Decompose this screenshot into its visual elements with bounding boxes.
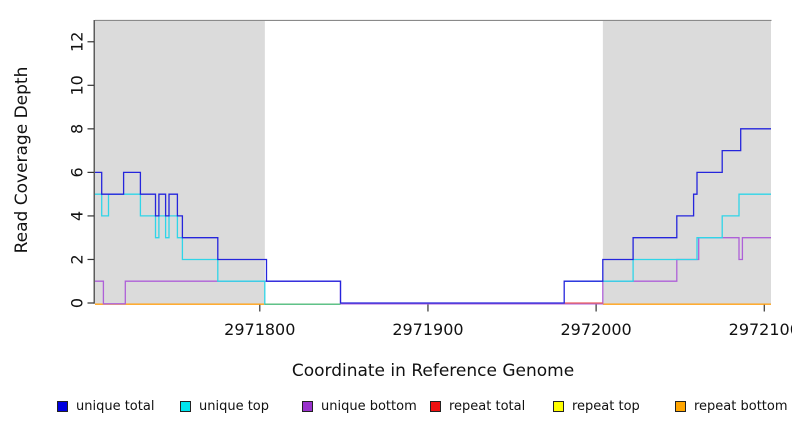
legend-swatch-repeat-total	[430, 401, 441, 412]
legend-label: repeat bottom	[694, 399, 788, 414]
legend-swatch-unique-top	[180, 401, 191, 412]
y-tick-label-4: 4	[68, 211, 87, 221]
legend-swatch-repeat-bottom	[675, 401, 686, 412]
y-tick-label-10: 10	[68, 75, 87, 95]
legend-swatch-unique-bottom	[302, 401, 313, 412]
y-axis-title: Read Coverage Depth	[12, 66, 32, 254]
right-repeat-region	[602, 20, 771, 304]
legend-swatch-repeat-top	[553, 401, 564, 412]
legend-item-repeat-top: repeat top	[553, 399, 640, 414]
x-tick-label-2971800: 2971800	[224, 320, 295, 339]
x-tick-label-2971900: 2971900	[392, 320, 463, 339]
legend-label: unique top	[199, 399, 270, 414]
legend-item-repeat-bottom: repeat bottom	[675, 399, 788, 414]
x-tick-label-2972100: 2972100	[729, 320, 792, 339]
x-axis-title: Coordinate in Reference Genome	[291, 361, 575, 381]
y-tick-label-12: 12	[68, 32, 87, 52]
series-unique_top-line-2	[564, 193, 771, 282]
legend-label: unique bottom	[321, 399, 417, 414]
y-tick-label-8: 8	[68, 124, 87, 134]
legend-label: repeat top	[572, 399, 640, 414]
series-unique_top-line-1	[95, 193, 341, 305]
x-tick-label-2972000: 2972000	[560, 320, 631, 339]
series-unique_bottom-line	[95, 237, 771, 305]
legend-swatch-unique-total	[57, 401, 68, 412]
left-repeat-region	[95, 20, 265, 304]
y-tick-label-2: 2	[68, 254, 87, 264]
legend-item-unique-bottom: unique bottom	[302, 399, 417, 414]
legend-item-unique-top: unique top	[180, 399, 269, 414]
series-unique_total-line	[95, 128, 771, 304]
legend-label: repeat total	[449, 399, 526, 414]
y-tick-label-6: 6	[68, 167, 87, 177]
y-tick-label-0: 0	[68, 298, 87, 308]
legend-item-repeat-total: repeat total	[430, 399, 525, 414]
legend-label: unique total	[76, 399, 155, 414]
legend-item-unique-total: unique total	[57, 399, 154, 414]
